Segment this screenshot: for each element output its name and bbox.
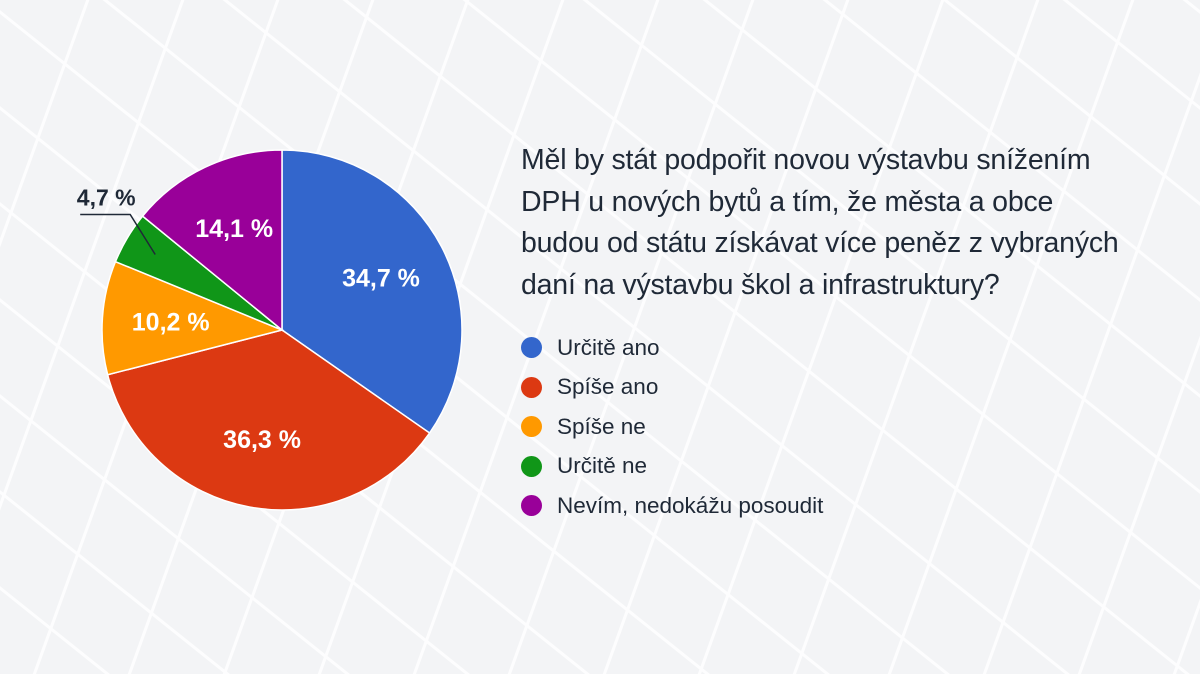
- legend-label: Spíše ne: [557, 413, 646, 439]
- question-line: DPH u nových bytů a tím, že města a obce: [521, 185, 1054, 218]
- legend-label: Nevím, nedokážu posoudit: [557, 492, 824, 518]
- pie-slice: [281, 149, 463, 435]
- pie-slice: [101, 260, 285, 376]
- legend-dot: [521, 416, 542, 438]
- pie-slice-label: 10,2 %: [132, 308, 210, 336]
- legend-label: Spíše ano: [557, 374, 659, 400]
- pie-slice: [106, 329, 431, 511]
- pie-slice: [141, 149, 283, 332]
- legend-item-spise-ne: Spíše ne: [521, 407, 1161, 447]
- question-panel: Měl by stát podpořit novou výstavbu sníž…: [521, 140, 1161, 526]
- legend-item-nevim: Nevím, nedokážu posoudit: [521, 486, 1161, 526]
- legend-label: Určitě ne: [557, 453, 648, 479]
- pie-slice-label: 36,3 %: [223, 426, 301, 454]
- question-title: Měl by stát podpořit novou výstavbu sníž…: [521, 140, 1161, 306]
- legend-dot: [521, 495, 542, 517]
- legend-dot: [521, 376, 542, 398]
- legend-item-urcite-ne: Určitě ne: [521, 447, 1161, 487]
- legend-item-spise-ano: Spíše ano: [521, 368, 1161, 408]
- question-line: daní na výstavbu škol a infrastruktury?: [521, 268, 1000, 301]
- pie-slice-label: 14,1 %: [195, 215, 273, 243]
- legend-dot: [521, 455, 542, 477]
- question-line: budou od státu získávat více peněz z vyb…: [521, 227, 1119, 259]
- legend-dot: [521, 337, 542, 359]
- pie-slice-label: 4,7 %: [77, 185, 136, 211]
- legend-label: Určitě ano: [557, 334, 660, 360]
- legend: Určitě ano Spíše ano Spíše ne Určitě ne …: [521, 328, 1161, 526]
- legend-item-urcite-ano: Určitě ano: [521, 328, 1161, 368]
- question-line: Měl by stát podpořit novou výstavbu sníž…: [521, 144, 1091, 176]
- leader-line: [80, 213, 156, 255]
- pie-slice-label: 34,7 %: [342, 264, 420, 292]
